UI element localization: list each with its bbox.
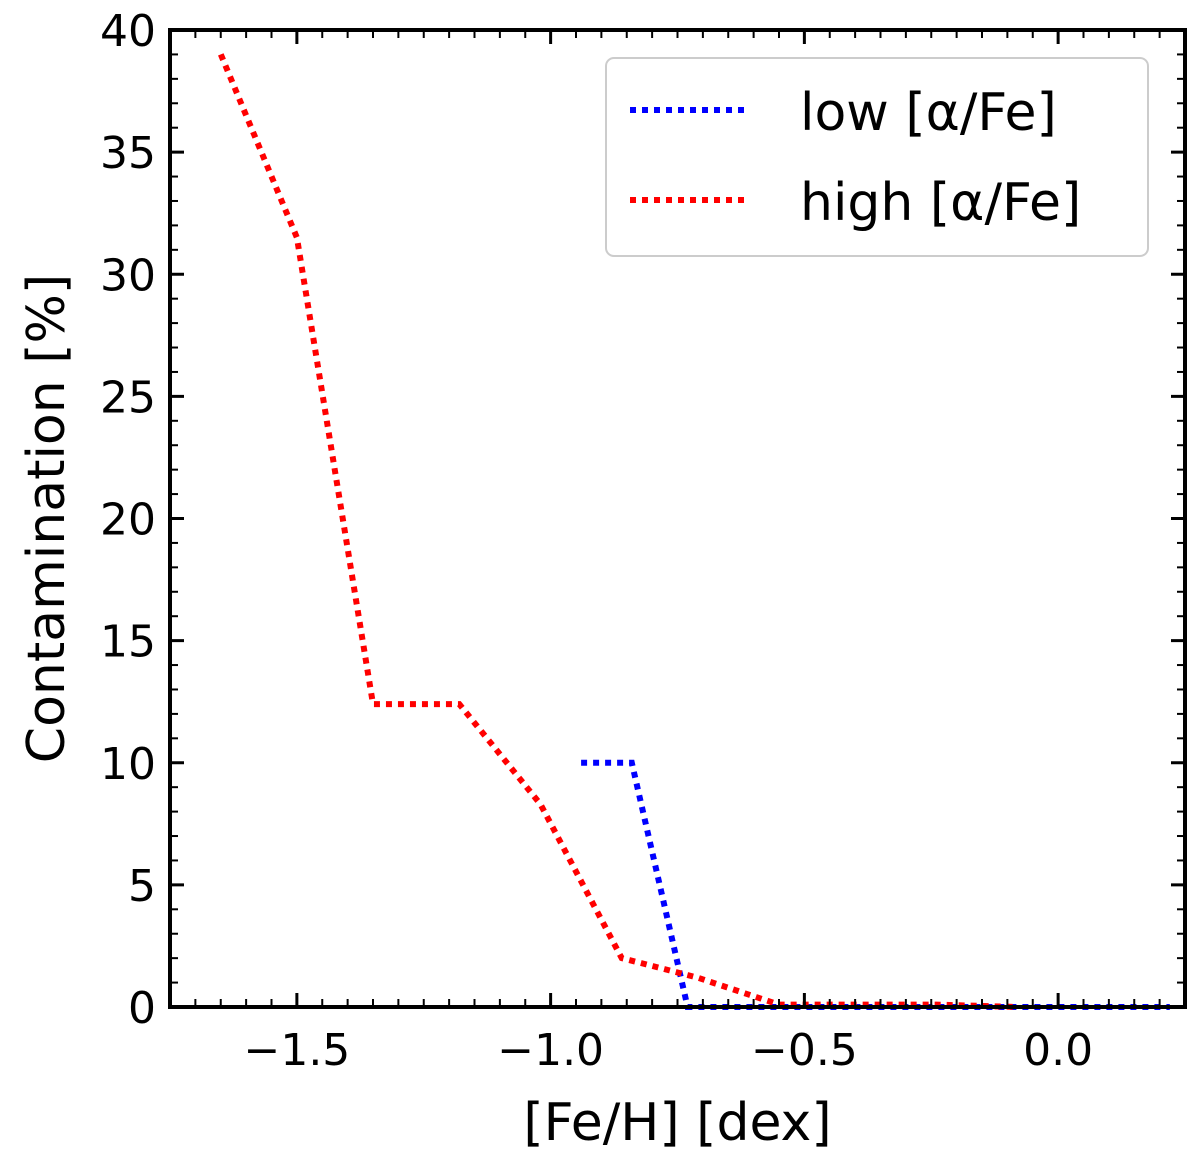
legend-label-high-alpha: high [α/Fe] bbox=[800, 173, 1081, 233]
x-tick-label: 0.0 bbox=[1023, 1025, 1093, 1076]
axes-frame bbox=[168, 28, 1187, 1009]
y-tick-label: 10 bbox=[100, 739, 156, 790]
x-tick-label: −1.0 bbox=[497, 1025, 604, 1076]
y-tick-label: 20 bbox=[100, 495, 156, 546]
y-tick-label: 30 bbox=[100, 250, 156, 301]
y-tick-label: 25 bbox=[100, 372, 156, 423]
y-tick-label: 40 bbox=[100, 6, 156, 57]
y-tick-label: 5 bbox=[128, 861, 156, 912]
legend-label-low-alpha: low [α/Fe] bbox=[800, 83, 1057, 143]
y-tick-label: 35 bbox=[100, 128, 156, 179]
x-tick-label: −1.5 bbox=[243, 1025, 350, 1076]
series-line-high-alpha bbox=[218, 53, 1018, 1010]
y-tick-label: 0 bbox=[128, 983, 156, 1034]
legend: low [α/Fe] high [α/Fe] bbox=[605, 57, 1149, 257]
tick-labels-layer: −1.5 −1.0 −0.5 0.0 0 5 10 15 20 25 30 35 40 bbox=[100, 6, 1093, 1076]
y-tick-label: 15 bbox=[100, 617, 156, 668]
x-tick-label: −0.5 bbox=[751, 1025, 858, 1076]
y-axis-label: Contamination [%] bbox=[17, 274, 77, 763]
x-axis-label: [Fe/H] [dex] bbox=[523, 1093, 831, 1153]
